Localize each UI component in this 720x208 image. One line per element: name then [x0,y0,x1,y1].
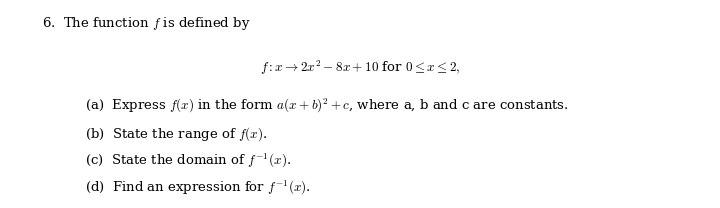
Text: (c)  State the domain of $f^{-1}(x)$.: (c) State the domain of $f^{-1}(x)$. [85,152,291,170]
Text: 6.  The function $f$ is defined by: 6. The function $f$ is defined by [42,15,251,32]
Text: $f : x \rightarrow 2x^2 - 8x + 10$ for $0 \leq x \leq 2,$: $f : x \rightarrow 2x^2 - 8x + 10$ for $… [260,58,460,77]
Text: (a)  Express $f(x)$ in the form $a(x + b)^2 + c$, where a, b and c are constants: (a) Express $f(x)$ in the form $a(x + b)… [85,97,569,115]
Text: (b)  State the range of $f(x)$.: (b) State the range of $f(x)$. [85,125,267,142]
Text: (d)  Find an expression for $f^{-1}(x)$.: (d) Find an expression for $f^{-1}(x)$. [85,179,311,197]
Text: (e)  Sketch $f(x)$.: (e) Sketch $f(x)$. [85,206,192,208]
